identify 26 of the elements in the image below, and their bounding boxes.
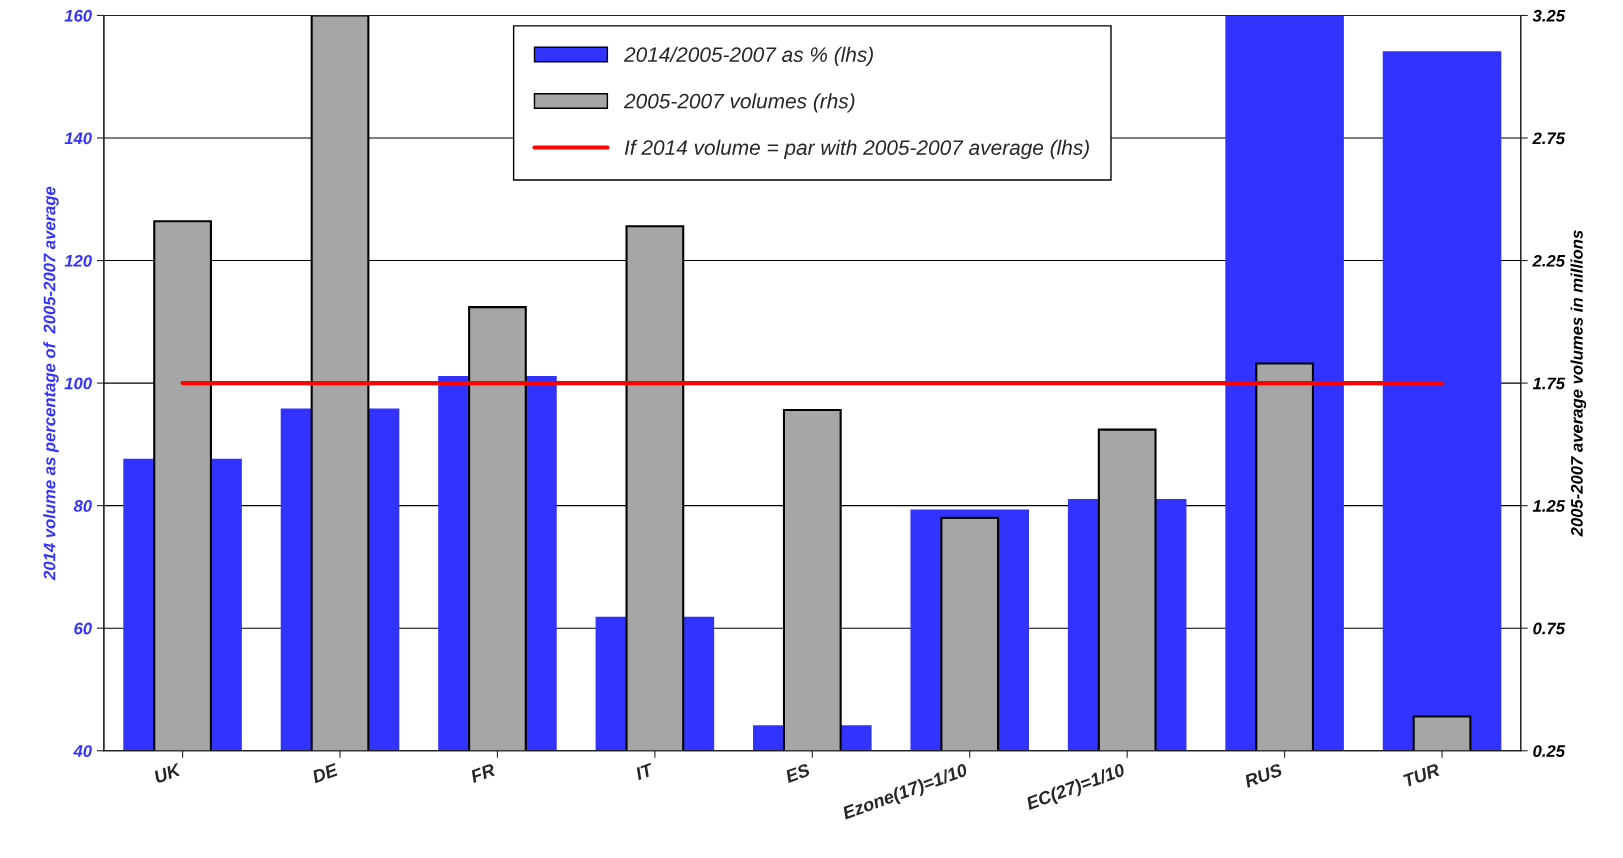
x-tick-label: ES [784, 763, 811, 784]
x-tick-label: FR [469, 763, 497, 783]
x-tick-label: RUS [1243, 763, 1284, 788]
y-tick-label: 40 [73, 745, 92, 757]
y-tick-label: 60 [74, 622, 92, 635]
x-tick-label: IT [634, 762, 655, 781]
y-tick-label: 160 [64, 9, 92, 22]
x-tick-label: UK [153, 762, 183, 784]
y-tick-label: 140 [64, 132, 92, 145]
y2-axis-title: 2005-2007 average volumes in millions [1570, 230, 1587, 537]
x-tick-label: TUR [1402, 763, 1441, 788]
y-tick-label: 80 [73, 500, 92, 512]
x-tick-label: DE [311, 763, 340, 784]
y-axis-title: 2014 volume as percentage of 2005-2007 average [43, 186, 59, 581]
y2-tick-label: 1.25 [1532, 500, 1566, 512]
y2-tick-label: 1.75 [1532, 377, 1566, 390]
legend-label: If 2014 volume = par with 2005-2007 average (lhs) [624, 139, 1089, 160]
y2-tick-label: 2.25 [1532, 254, 1566, 267]
y2-tick-label: 3.25 [1532, 9, 1566, 22]
y2-tick-label: 0.75 [1533, 622, 1566, 635]
y-tick-label: 100 [64, 377, 92, 390]
legend-label: 2014/2005-2007 as % (lhs) [623, 46, 873, 67]
y-tick-label: 120 [64, 254, 92, 267]
legend-label: 2005-2007 volumes (rhs) [623, 93, 855, 113]
y2-tick-label: 2.75 [1532, 132, 1566, 145]
y2-tick-label: 0.25 [1533, 745, 1566, 757]
